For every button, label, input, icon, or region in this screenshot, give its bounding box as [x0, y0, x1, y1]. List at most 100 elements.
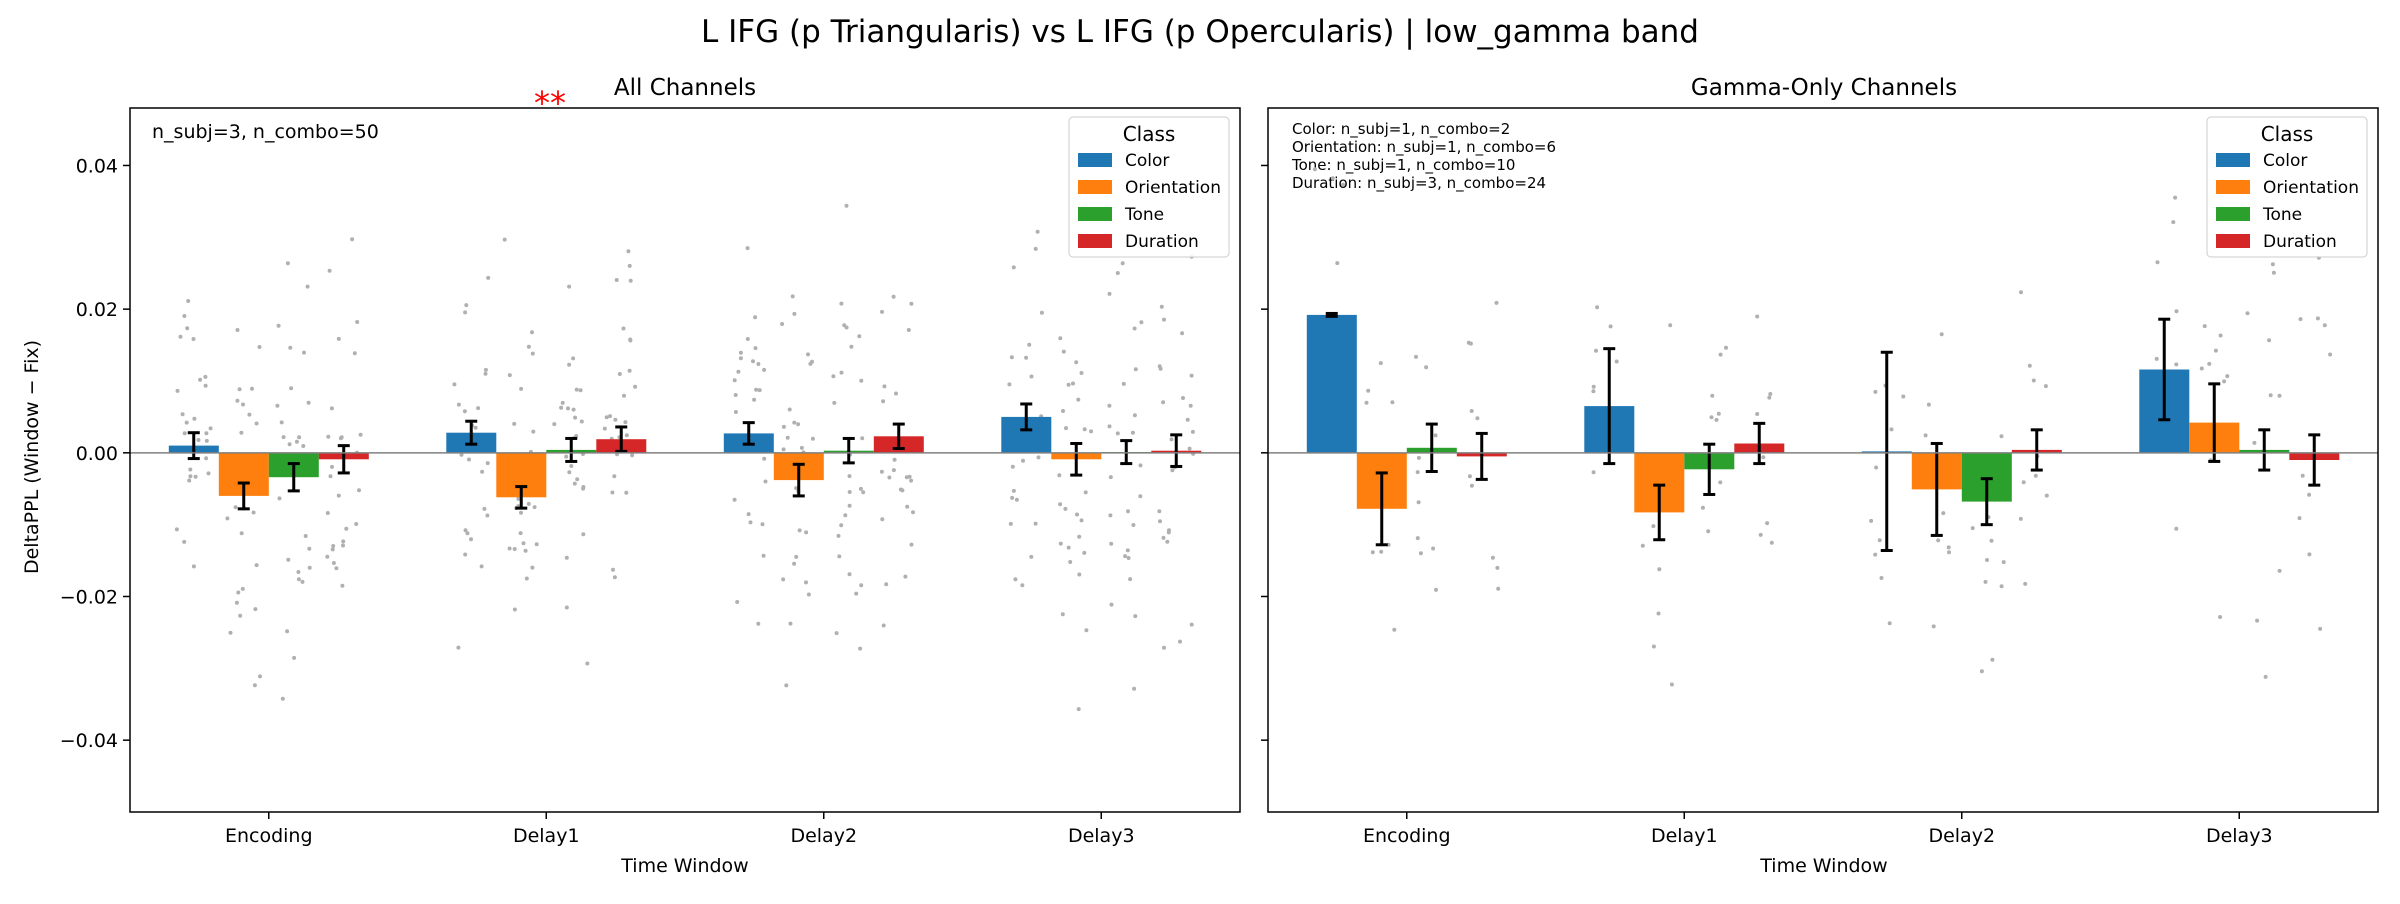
- scatter-point: [2044, 493, 2049, 498]
- scatter-point: [456, 402, 461, 407]
- scatter-point: [1189, 622, 1194, 627]
- scatter-point: [330, 547, 335, 552]
- legend-label-duration: Duration: [1125, 232, 1199, 252]
- legend-label-color: Color: [2263, 151, 2307, 171]
- scatter-point: [531, 429, 536, 434]
- scatter-point: [847, 572, 852, 577]
- scatter-point: [1591, 389, 1596, 394]
- scatter-point: [1187, 446, 1192, 451]
- scatter-point: [247, 412, 252, 417]
- scatter-point: [2277, 393, 2282, 398]
- bar-color-encoding: [1306, 314, 1357, 453]
- errorbar-orientation-encoding: [237, 481, 250, 511]
- scatter-point: [1162, 645, 1166, 650]
- scatter-point: [1158, 366, 1163, 371]
- scatter-point: [1390, 400, 1395, 405]
- scatter-point: [2218, 333, 2223, 338]
- scatter-point: [1158, 519, 1162, 524]
- scatter-point: [567, 362, 572, 367]
- scatter-point: [185, 326, 190, 331]
- legend: Class Color Orientation Tone Duration: [2206, 116, 2368, 258]
- scatter-point: [1014, 497, 1019, 502]
- scatter-point: [1415, 536, 1420, 541]
- scatter-point: [1936, 538, 1941, 543]
- scatter-point: [882, 384, 887, 389]
- scatter-point: [796, 422, 801, 427]
- scatter-point: [624, 490, 629, 495]
- scatter-point: [236, 590, 241, 595]
- scatter-point: [1058, 336, 1063, 341]
- scatter-point: [1378, 361, 1383, 366]
- scatter-point: [804, 580, 808, 585]
- scatter-point: [1132, 326, 1137, 331]
- scatter-point: [2222, 379, 2227, 384]
- scatter-point: [792, 311, 797, 316]
- scatter-point: [285, 261, 290, 266]
- scatter-point: [633, 384, 638, 389]
- scatter-point: [1341, 182, 1345, 187]
- scatter-point: [341, 539, 346, 544]
- scatter-point: [560, 400, 565, 405]
- scatter-point: [250, 386, 254, 391]
- scatter-point: [1063, 506, 1068, 511]
- legend: Class Color Orientation Tone Duration: [1068, 116, 1230, 258]
- scatter-point: [1181, 396, 1185, 400]
- scatter-point: [1475, 416, 1480, 421]
- scatter-point: [1068, 560, 1073, 564]
- scatter-point: [294, 439, 299, 444]
- scatter-point: [569, 464, 574, 468]
- scatter-point: [512, 421, 517, 426]
- errorbar-color-delay3: [2158, 317, 2171, 422]
- scatter-point: [1392, 627, 1397, 632]
- scatter-point: [1379, 549, 1384, 554]
- scatter-point: [1011, 488, 1016, 493]
- scatter-point: [186, 299, 191, 303]
- legend-label-orientation: Orientation: [2263, 178, 2359, 198]
- scatter-point: [188, 467, 193, 472]
- scatter-point: [512, 607, 517, 612]
- scatter-point: [2174, 362, 2179, 367]
- scatter-point: [2318, 626, 2323, 631]
- scatter-point: [2019, 290, 2023, 295]
- scatter-point: [1109, 541, 1114, 546]
- scatter-point: [763, 479, 768, 484]
- y-tick-label: 0.02: [76, 299, 118, 321]
- scatter-point: [736, 369, 741, 374]
- scatter-point: [530, 565, 535, 570]
- legend-label-tone: Tone: [2262, 205, 2302, 225]
- scatter-point: [2245, 311, 2250, 316]
- scatter-point: [566, 406, 570, 411]
- x-tick-label-delay2: Delay2: [1928, 825, 1995, 847]
- scatter-point: [1058, 541, 1063, 546]
- scatter-point: [1121, 381, 1126, 386]
- scatter-point: [463, 528, 468, 533]
- errorbar-tone-encoding: [287, 462, 300, 493]
- scatter-point: [1079, 371, 1084, 375]
- x-tick-label-delay3: Delay3: [2206, 825, 2273, 847]
- axes-layer: Encoding Delay1 Delay2 Delay3: [1261, 107, 2379, 847]
- scatter-point: [516, 496, 521, 501]
- scatter-point: [1608, 324, 1613, 329]
- scatter-point: [1138, 463, 1143, 468]
- scatter-point: [1010, 464, 1015, 469]
- scatter-point: [1926, 402, 1931, 407]
- scatter-point: [1039, 310, 1044, 315]
- scatter-point: [1178, 639, 1182, 644]
- scatter-point: [844, 203, 849, 208]
- errorbar-tone-encoding: [1425, 422, 1438, 473]
- scatter-point: [1591, 470, 1596, 475]
- scatter-point: [1709, 415, 1714, 420]
- scatter-point: [521, 541, 526, 546]
- scatter-point: [327, 268, 332, 273]
- scatter-point: [1133, 367, 1138, 372]
- scatter-point: [188, 474, 193, 479]
- scatter-point: [1169, 437, 1174, 442]
- scatter-point: [1970, 526, 1975, 531]
- scatter-point: [748, 520, 753, 525]
- scatter-point: [325, 511, 330, 515]
- scatter-point: [1424, 365, 1429, 370]
- scatter-point: [1718, 480, 1723, 485]
- scatter-point: [1029, 554, 1034, 559]
- scatter-point: [1983, 579, 1988, 584]
- scatter-point: [1656, 611, 1661, 616]
